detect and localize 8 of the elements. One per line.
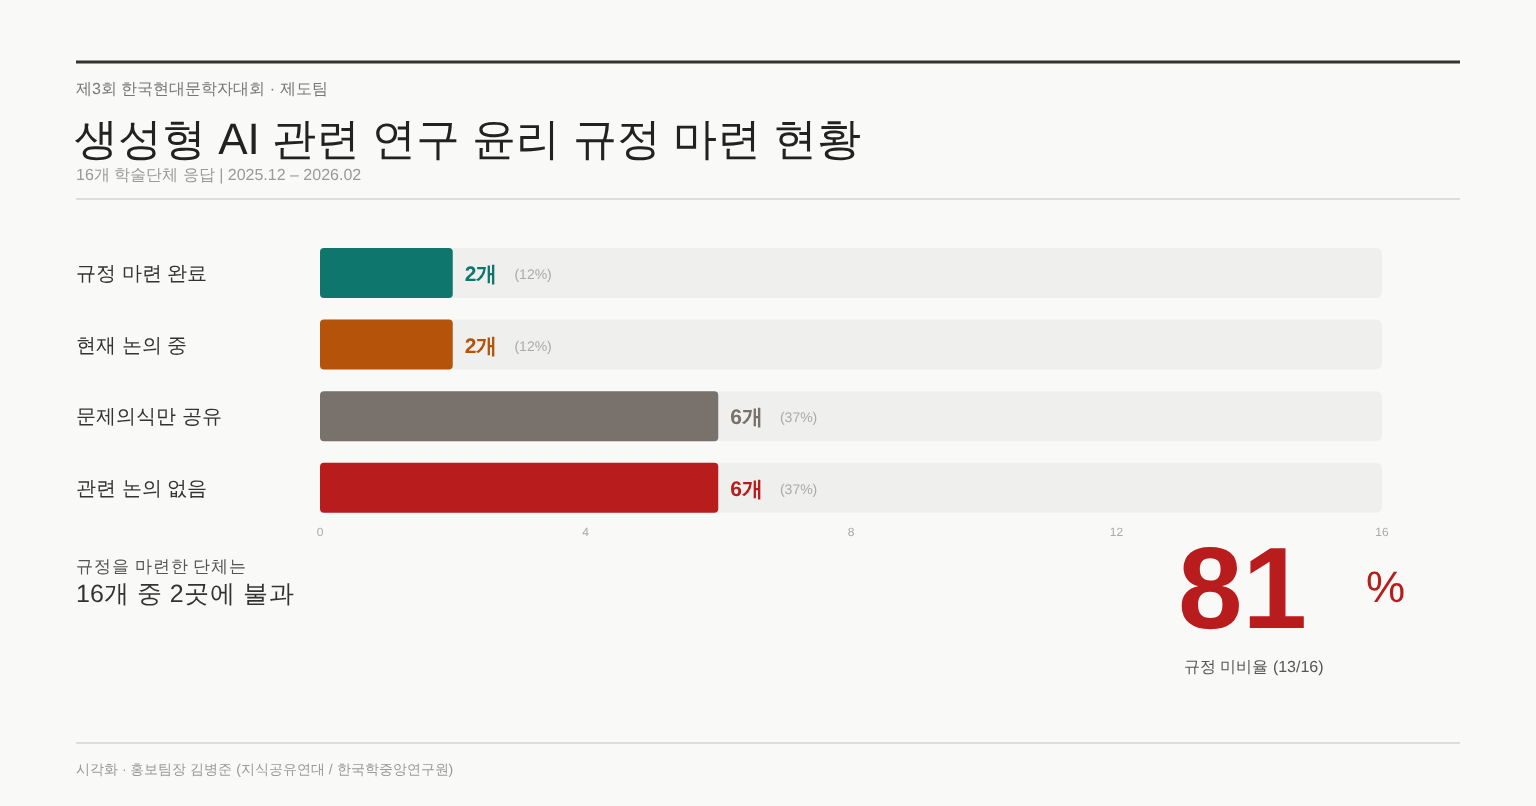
kicker: 제3회 한국현대문학자대회 · 제도팀: [76, 80, 328, 98]
lead-small: 규정을 마련한 단체는: [76, 556, 248, 576]
lead: 16개 중 2곳에 불과: [76, 580, 295, 608]
title: 생성형 AI 관련 연구 윤리 규정 마련 현황: [74, 114, 862, 164]
kpi-unit: %: [1366, 562, 1406, 612]
subtitle: 16개 학술단체 응답 | 2025.12 – 2026.02: [76, 166, 362, 184]
kpi-number: 81: [1178, 524, 1308, 654]
kpi-caption: 규정 미비율 (13/16): [1184, 658, 1324, 676]
